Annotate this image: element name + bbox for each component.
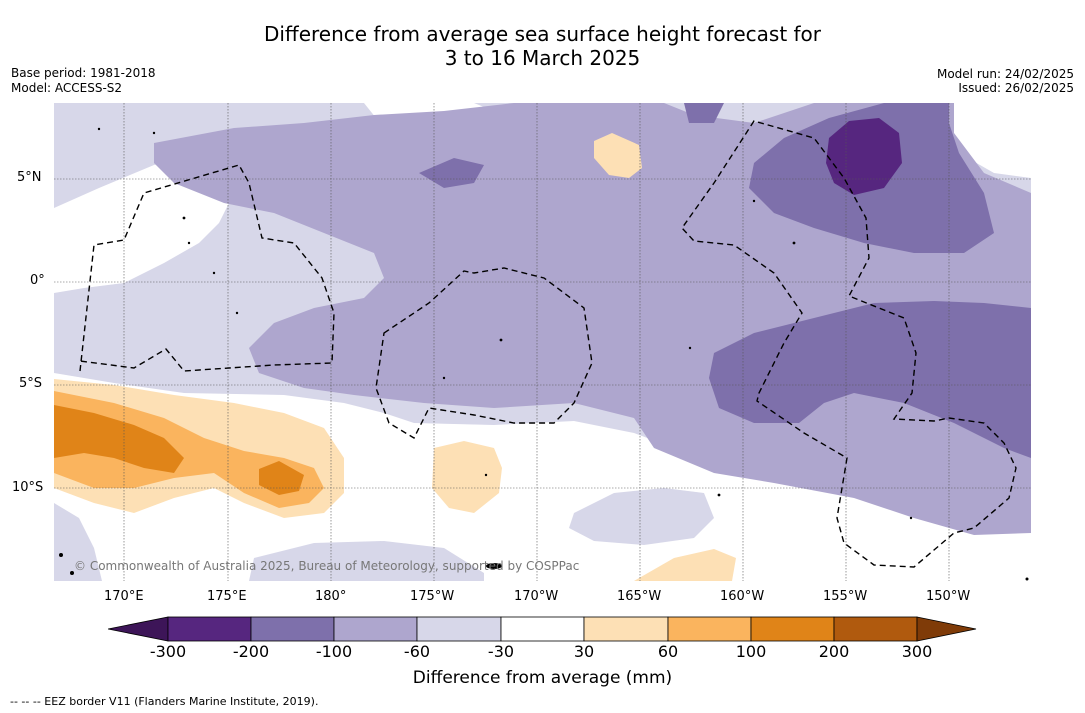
- colorbar-bin-4: [416, 616, 502, 642]
- colorbar-tick-4: -60: [403, 642, 431, 661]
- graticule: [54, 103, 1031, 581]
- deep-purple-core: [826, 118, 902, 195]
- lon-label-180: 180°: [315, 589, 347, 604]
- orange-region-west: [54, 405, 184, 473]
- light-orange-region-west: [54, 391, 324, 508]
- base-period-label: Base period: 1981-2018: [11, 66, 156, 80]
- colorbar-extend-high: [916, 616, 977, 642]
- lat-label-0: 0°: [30, 273, 45, 288]
- issued-label: Issued: 26/02/2025: [958, 81, 1074, 95]
- colorbar-bin-6: [583, 616, 669, 642]
- lon-label-170w: 170°W: [514, 589, 559, 604]
- pale-orange-region-central: [432, 441, 502, 513]
- colorbar-bin-9: [833, 616, 918, 642]
- strong-purple-northeast: [684, 103, 724, 123]
- copyright-credit: © Commonwealth of Australia 2025, Bureau…: [74, 559, 580, 573]
- light-region-south: [249, 541, 484, 581]
- orange-region-small: [259, 461, 304, 495]
- lat-label-10s: 10°S: [12, 480, 44, 495]
- neutral-region-northeast: [949, 103, 1031, 178]
- light-region-southwest: [54, 503, 102, 581]
- lon-label-175e: 175°E: [207, 589, 247, 604]
- sea-height-map: [54, 103, 1031, 581]
- colorbar: [108, 616, 977, 642]
- model-label: Model: ACCESS-S2: [11, 81, 123, 95]
- colorbar-tick-5: -30: [487, 642, 515, 661]
- eez-legend: -- -- -- EEZ border V11 (Flanders Marine…: [10, 695, 319, 708]
- colorbar-tick-10: 300: [901, 642, 933, 661]
- lat-label-5n: 5°N: [17, 170, 42, 185]
- colorbar-tick-1: -300: [149, 642, 187, 661]
- pale-orange-region-south: [634, 549, 736, 581]
- colorbar-tick-7: 60: [657, 642, 679, 661]
- pale-orange-region-north: [594, 133, 642, 178]
- colorbar-bin-7: [667, 616, 752, 642]
- islands: [59, 127, 1029, 581]
- lon-label-175w: 175°W: [410, 589, 455, 604]
- colorbar-bin-3: [333, 616, 418, 642]
- colorbar-tick-9: 200: [818, 642, 850, 661]
- colorbar-bin-2: [250, 616, 335, 642]
- map-title-line-2: 3 to 16 March 2025: [444, 46, 641, 70]
- lon-label-155w: 155°W: [823, 589, 868, 604]
- map-title-line-1: Difference from average sea surface heig…: [263, 22, 822, 46]
- colorbar-bin-1: [167, 616, 252, 642]
- lon-label-160w: 160°W: [720, 589, 765, 604]
- model-run-label: Model run: 24/02/2025: [936, 67, 1074, 81]
- colorbar-tick-2: -200: [232, 642, 270, 661]
- colorbar-bin-5: [500, 616, 585, 642]
- colorbar-tick-6: 30: [573, 642, 595, 661]
- lon-label-170e: 170°E: [104, 589, 144, 604]
- colorbar-bin-8: [750, 616, 835, 642]
- colorbar-title: Difference from average (mm): [412, 668, 673, 688]
- colorbar-tick-8: 100: [735, 642, 767, 661]
- light-region-southeast: [569, 488, 714, 545]
- lon-label-150w: 150°W: [926, 589, 971, 604]
- colorbar-tick-3: -100: [315, 642, 353, 661]
- lat-label-5s: 5°S: [19, 376, 43, 391]
- strong-purple-north-small: [419, 158, 484, 188]
- lon-label-165w: 165°W: [617, 589, 662, 604]
- colorbar-extend-low: [108, 616, 169, 642]
- eez-borders: [79, 120, 1017, 568]
